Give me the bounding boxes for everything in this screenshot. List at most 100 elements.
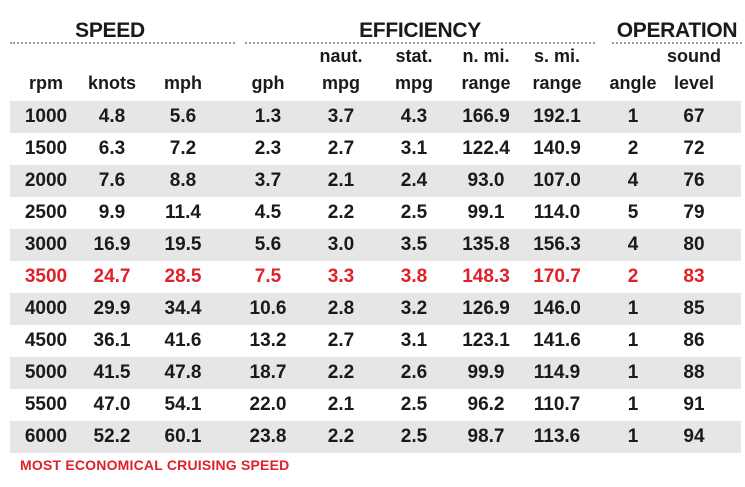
table-cell: 3.1 xyxy=(400,330,428,351)
table-cell: 19.5 xyxy=(164,234,202,255)
table-cell: 2.8 xyxy=(327,298,355,319)
column-header-3: gph xyxy=(251,73,285,93)
column-header-5: mpg xyxy=(395,73,433,93)
table-cell: 24.7 xyxy=(93,266,131,287)
table-cell: 126.9 xyxy=(462,298,510,319)
table-cell: 3.3 xyxy=(327,266,355,287)
table-cell: 7.5 xyxy=(254,266,282,287)
group-rule-operation xyxy=(612,42,742,44)
table-cell: 4.8 xyxy=(98,106,126,127)
table-cell: 107.0 xyxy=(533,170,581,191)
table-cell: 22.0 xyxy=(249,394,287,415)
table-cell: 3.8 xyxy=(400,266,428,287)
table-cell: 3.7 xyxy=(327,106,355,127)
table-cell: 4000 xyxy=(24,298,68,319)
table-cell: 170.7 xyxy=(533,266,581,287)
table-row: 5500 47.0 54.1 22.0 2.1 2.5 96.2 110.7 1 91 xyxy=(10,389,741,421)
column-header-top-9: sound xyxy=(667,46,721,66)
table-cell: 4 xyxy=(627,170,639,191)
table-cell: 13.2 xyxy=(249,330,287,351)
table-cell: 5000 xyxy=(24,362,68,383)
table-cell: 28.5 xyxy=(164,266,202,287)
table-cell: 3000 xyxy=(24,234,68,255)
column-header-9: level xyxy=(673,73,715,93)
table-cell: 166.9 xyxy=(462,106,510,127)
table-cell: 113.6 xyxy=(533,426,581,447)
column-header-8: angle xyxy=(609,73,657,93)
table-cell: 140.9 xyxy=(533,138,581,159)
table-cell: 99.1 xyxy=(467,202,505,223)
table-cell: 110.7 xyxy=(533,394,581,415)
table-cell: 3.7 xyxy=(254,170,282,191)
table-cell: 123.1 xyxy=(462,330,510,351)
group-rule-speed xyxy=(10,42,235,44)
table-cell: 122.4 xyxy=(462,138,510,159)
table-cell: 114.0 xyxy=(533,202,581,223)
group-title-speed: SPEED xyxy=(75,19,145,42)
table-cell: 18.7 xyxy=(249,362,287,383)
table-cell: 3.1 xyxy=(400,138,428,159)
table-row: 3500 24.7 28.5 7.5 3.3 3.8 148.3 170.7 2 83 xyxy=(10,261,741,293)
table-cell: 83 xyxy=(683,266,705,287)
table-cell: 2.7 xyxy=(327,138,355,159)
table-cell: 148.3 xyxy=(462,266,510,287)
table-cell: 1000 xyxy=(24,106,68,127)
group-rule-efficiency xyxy=(245,42,595,44)
table-cell: 2 xyxy=(627,138,639,159)
table-cell: 72 xyxy=(683,138,705,159)
table-cell: 5.6 xyxy=(254,234,282,255)
table-cell: 85 xyxy=(683,298,705,319)
column-header-6: range xyxy=(461,73,511,93)
table-row: 5000 41.5 47.8 18.7 2.2 2.6 99.9 114.9 1 88 xyxy=(10,357,741,389)
table-cell: 76 xyxy=(683,170,705,191)
table-cell: 4500 xyxy=(24,330,68,351)
table-cell: 5 xyxy=(627,202,639,223)
table-cell: 10.6 xyxy=(249,298,287,319)
table-cell: 96.2 xyxy=(467,394,505,415)
table-cell: 2.2 xyxy=(327,202,355,223)
table-cell: 1 xyxy=(627,106,639,127)
table-cell: 156.3 xyxy=(533,234,581,255)
table-cell: 2.5 xyxy=(400,426,428,447)
table-cell: 3500 xyxy=(24,266,68,287)
table-cell: 86 xyxy=(683,330,705,351)
table-cell: 4.3 xyxy=(400,106,428,127)
table-cell: 47.8 xyxy=(164,362,202,383)
table-row: 1500 6.3 7.2 2.3 2.7 3.1 122.4 140.9 2 72 xyxy=(10,133,741,165)
table-row: 6000 52.2 60.1 23.8 2.2 2.5 98.7 113.6 1 94 xyxy=(10,421,741,453)
table-cell: 60.1 xyxy=(164,426,202,447)
table-cell: 114.9 xyxy=(533,362,581,383)
table-cell: 23.8 xyxy=(249,426,287,447)
table-cell: 5500 xyxy=(24,394,68,415)
column-header-2: mph xyxy=(164,73,202,93)
table-cell: 34.4 xyxy=(164,298,202,319)
table-cell: 2.1 xyxy=(327,170,355,191)
table-cell: 1 xyxy=(627,362,639,383)
table-cell: 141.6 xyxy=(533,330,581,351)
table-cell: 1 xyxy=(627,394,639,415)
table-cell: 2.6 xyxy=(400,362,428,383)
table-cell: 1500 xyxy=(24,138,68,159)
table-cell: 47.0 xyxy=(93,394,131,415)
table-cell: 91 xyxy=(683,394,705,415)
table-cell: 3.2 xyxy=(400,298,428,319)
column-header-7: range xyxy=(532,73,582,93)
table-cell: 1 xyxy=(627,426,639,447)
table-cell: 94 xyxy=(683,426,705,447)
table-cell: 3.0 xyxy=(327,234,355,255)
table-cell: 2.3 xyxy=(254,138,282,159)
table-row: 2500 9.9 11.4 4.5 2.2 2.5 99.1 114.0 5 79 xyxy=(10,197,741,229)
table-cell: 2.7 xyxy=(327,330,355,351)
table-cell: 93.0 xyxy=(467,170,505,191)
footnote: MOST ECONOMICAL CRUISING SPEED xyxy=(20,457,290,473)
table-cell: 2.4 xyxy=(400,170,428,191)
table-cell: 41.5 xyxy=(93,362,131,383)
table-cell: 1 xyxy=(627,298,639,319)
table-cell: 2.1 xyxy=(327,394,355,415)
table-cell: 11.4 xyxy=(165,202,201,223)
table-cell: 54.1 xyxy=(164,394,202,415)
table-cell: 88 xyxy=(683,362,705,383)
column-header-top-7: s. mi. xyxy=(533,46,581,66)
table-cell: 4 xyxy=(627,234,639,255)
table-row: 4000 29.9 34.4 10.6 2.8 3.2 126.9 146.0 1 85 xyxy=(10,293,741,325)
